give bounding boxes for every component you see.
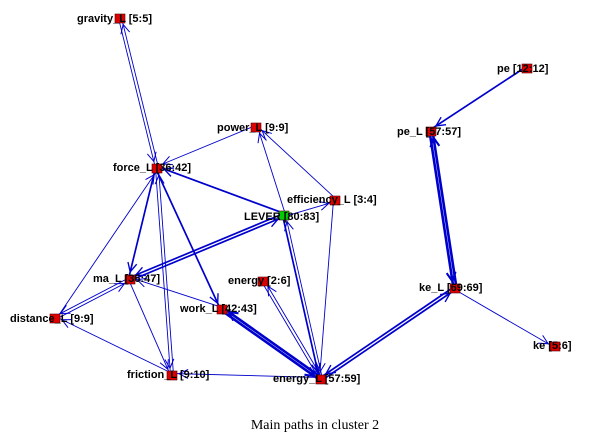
edge-work-to-ma xyxy=(130,277,223,309)
node-label-friction: friction_L [9:10] xyxy=(127,369,210,381)
edge-friction-to-force xyxy=(154,167,174,375)
node-energyL[interactable] xyxy=(315,374,327,385)
node-lever[interactable] xyxy=(278,210,290,221)
node-ke_L[interactable] xyxy=(449,283,461,294)
edge-lever-to-force xyxy=(157,165,285,215)
edge-energyL-to-ke_L xyxy=(321,288,457,381)
nodes-layer xyxy=(49,13,561,385)
node-distance[interactable] xyxy=(49,313,61,324)
node-label-ke: ke [5:6] xyxy=(533,340,572,352)
edge-ke_L-to-ke xyxy=(454,288,555,348)
node-pe[interactable] xyxy=(521,63,533,74)
node-gravity[interactable] xyxy=(114,13,126,24)
labels-layer: gravity_L [5:5] pe [12:12] power_L [9:9] pe… xyxy=(10,13,572,385)
edge-energyL-to-friction xyxy=(172,368,322,379)
edge-energy26-to-energyL xyxy=(261,281,321,380)
node-power[interactable] xyxy=(250,122,262,133)
node-label-lever: LEVER [80:83] xyxy=(244,211,320,223)
node-ma[interactable] xyxy=(124,274,136,285)
diagram-caption: Main paths in cluster 2 xyxy=(250,418,380,433)
edge-efficiency-to-energyL xyxy=(315,199,334,379)
edge-gravity-to-force xyxy=(118,18,157,169)
edge-friction-to-distance xyxy=(55,316,173,375)
node-label-energy26: energy [2:6] xyxy=(228,275,291,287)
edge-pe-to-pe_L xyxy=(429,66,527,131)
edge-energyL-to-work xyxy=(222,306,323,379)
node-label-distance: distance_L [9:9] xyxy=(10,313,94,325)
edge-work-to-energyL xyxy=(220,309,321,382)
node-label-efficiency: efficiency_L [3:4] xyxy=(287,194,377,206)
node-ke[interactable] xyxy=(549,341,561,352)
edge-force-to-gravity xyxy=(120,17,159,168)
node-friction[interactable] xyxy=(166,370,178,381)
edges-layer xyxy=(54,17,555,382)
node-pe_L[interactable] xyxy=(425,126,437,137)
edge-energyL-to-energy26 xyxy=(263,280,323,379)
node-label-force: force_L [36:42] xyxy=(113,162,191,174)
node-label-ma: ma_L [36:47] xyxy=(93,273,160,285)
edge-ma-to-friction xyxy=(128,279,172,376)
edge-power-to-force xyxy=(156,125,256,168)
node-label-ke_L: ke_L [69:69] xyxy=(419,282,483,294)
edge-ke_L-to-energyL xyxy=(319,286,455,379)
node-label-pe: pe [12:12] xyxy=(497,63,549,75)
edge-energyL-to-lever xyxy=(284,214,323,379)
edge-force-to-ma xyxy=(127,167,157,279)
node-label-gravity: gravity_L [5:5] xyxy=(77,13,152,25)
node-force[interactable] xyxy=(151,163,163,174)
edge-distance-to-ma xyxy=(55,279,131,320)
node-work[interactable] xyxy=(216,304,228,315)
edge-lever-to-power xyxy=(257,126,286,215)
edge-force-to-work xyxy=(154,168,222,310)
edge-lever-to-efficiency xyxy=(284,201,336,217)
edge-ke_L-to-pe_L xyxy=(429,130,458,288)
node-label-pe_L: pe_L [57:57] xyxy=(397,126,461,138)
node-energy26[interactable] xyxy=(257,276,269,287)
edge-lever-to-ma xyxy=(129,212,284,279)
edge-ma-to-lever xyxy=(130,215,285,282)
node-efficiency[interactable] xyxy=(329,195,341,206)
node-label-energyL: energy_L [57:59] xyxy=(273,373,361,385)
node-label-work: work_L [42:43] xyxy=(179,303,257,315)
edge-distance-to-force xyxy=(55,168,159,320)
node-label-power: power_L [9:9] xyxy=(217,122,289,134)
edge-efficiency-to-power xyxy=(256,125,337,200)
